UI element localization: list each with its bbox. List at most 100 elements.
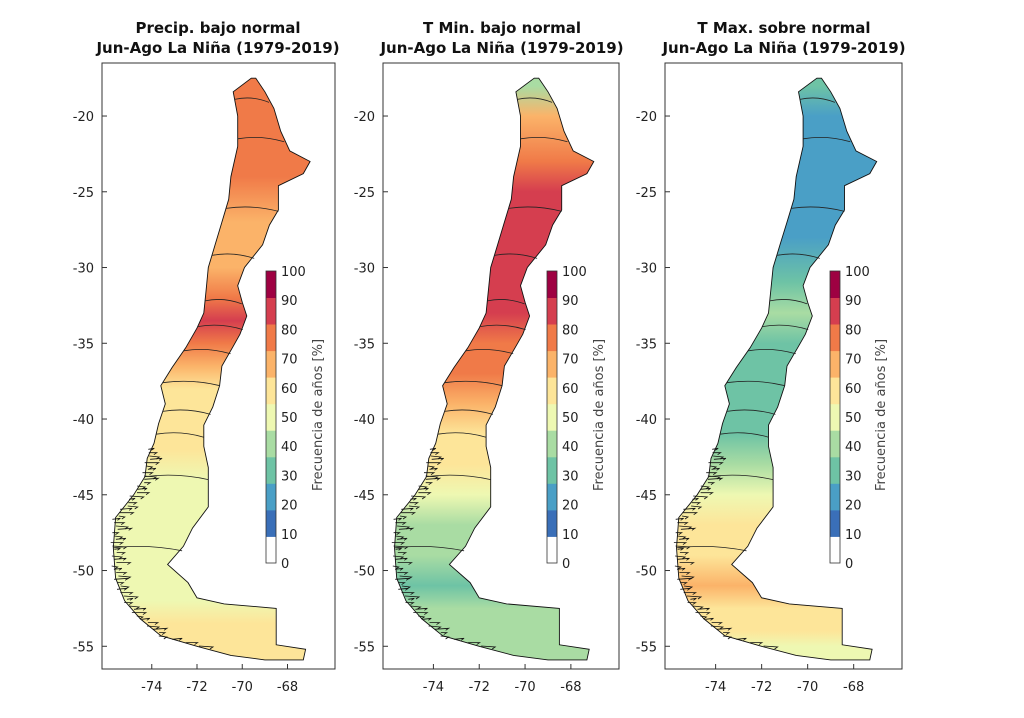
coastline-fjord [679, 572, 691, 575]
coastline-fjord [467, 642, 482, 645]
colorbar-frame [265, 270, 277, 564]
colorbar-tick-label: 40 [845, 440, 862, 455]
colorbar-swatch [547, 509, 557, 537]
colorbar-swatch [547, 377, 557, 405]
lat-tick-label: -25 [354, 186, 375, 201]
map-tmin: -20 -25 -30 -35 -40 -45 -50 -55 -74 -72 -70 -68 [354, 77, 595, 695]
colorbar-tick-label: 100 [562, 265, 587, 280]
coastline-fjord [763, 645, 779, 650]
coastline-fjord [144, 477, 160, 481]
colorbar-tick-label: 20 [281, 499, 298, 514]
coastline-fjord [427, 465, 435, 470]
coastline-fjord [398, 582, 406, 585]
lat-tick-label: -30 [636, 262, 657, 277]
region-boundary [162, 380, 221, 387]
coastline-fjord [119, 512, 135, 516]
panel-title-line1: T Max. sobre normal [697, 19, 870, 37]
colorbar-swatch [830, 350, 840, 378]
colorbar-swatch [830, 324, 840, 352]
coastline-fjord [112, 545, 128, 550]
lat-tick-label: -25 [73, 186, 94, 201]
coastline-fjord [680, 587, 691, 591]
coastline-fjord [710, 465, 718, 470]
coastline-fjord [141, 617, 151, 621]
colorbar-swatch [266, 509, 276, 537]
lat-tick-label: -35 [73, 337, 94, 352]
coastline-fjord [146, 465, 154, 470]
colorbar-tick-label: 100 [845, 265, 870, 280]
colorbar-swatch [547, 483, 557, 511]
colorbar-swatch [266, 350, 276, 378]
colorbar-tick-label: 20 [562, 499, 579, 514]
coastline-fjord [700, 487, 711, 491]
region-boundary [803, 136, 851, 143]
coastline-fjord [429, 467, 438, 471]
panel-title-line2: Jun-Ago La Niña (1979-2019) [95, 39, 339, 57]
coastline-fjord [711, 622, 723, 625]
coastline-fjord [408, 505, 421, 510]
coastline-fjord [692, 605, 704, 610]
coastline-fjord [116, 587, 128, 591]
coastline-fjord [146, 625, 161, 630]
region-boundary [426, 474, 491, 480]
coastline-fjord [131, 612, 148, 615]
lon-tick-label: -70 [514, 680, 535, 695]
colorbar-swatch [547, 324, 557, 352]
panel-title-line2: Jun-Ago La Niña (1979-2019) [661, 39, 905, 57]
lon-tick-label: -68 [277, 680, 298, 695]
coastline-fjord [391, 542, 406, 545]
coastline-fjord [111, 565, 119, 570]
lat-tick-label: -45 [73, 489, 94, 504]
colorbar-tick-label: 30 [562, 469, 579, 484]
region-boundary [211, 253, 255, 259]
coastline-fjord [697, 607, 710, 611]
colorbar-swatch [830, 297, 840, 325]
colorbar-swatch [547, 403, 557, 431]
colorbar-swatch [830, 456, 840, 484]
coastline-fjord [399, 515, 408, 520]
coastline-fjord [679, 562, 695, 565]
coastline-fjord [397, 572, 409, 575]
colorbar-tick-label: 0 [281, 557, 289, 572]
coastline-fjord [114, 522, 126, 526]
colorbar-tick-label: 80 [845, 323, 862, 338]
map-precip: -20 -25 -30 -35 -40 -45 -50 -55 -74 -72 -70 -68 [73, 77, 311, 695]
lat-tick-label: -20 [73, 110, 94, 125]
coastline-fjord [137, 492, 151, 496]
coastline-fjord [481, 645, 497, 650]
coastline-fjord [716, 627, 733, 631]
coastline-fjord [680, 582, 688, 585]
coastline-fjord [736, 637, 747, 641]
coastline-fjord [429, 622, 441, 625]
region-boundary [520, 136, 568, 143]
panel-tmax: T Max. sobre normal Jun-Ago La Niña (197… [636, 19, 906, 695]
coastline-fjord [118, 515, 126, 520]
region-boundary [444, 409, 494, 415]
coastline-fjord [400, 512, 417, 516]
colorbar-tick-label: 60 [281, 382, 298, 397]
coastline-fjord [393, 517, 402, 521]
lat-tick-label: -40 [354, 413, 375, 428]
region-boundary [517, 97, 553, 103]
coastline-fjord [431, 457, 444, 461]
map-tmax: -20 -25 -30 -35 -40 -45 -50 -55 -74 -72 -70 -68 [636, 77, 878, 695]
colorbar-tick-label: 100 [281, 265, 306, 280]
coastline-fjord [675, 532, 684, 536]
lon-tick-label: -72 [751, 680, 772, 695]
coastline-fjord [440, 632, 449, 635]
colorbar-swatch [547, 350, 557, 378]
country-shape [394, 77, 595, 661]
coastline-fjord [708, 462, 724, 466]
coastline-fjord [712, 452, 722, 456]
colorbar-swatch [830, 430, 840, 458]
region-boundary [494, 253, 538, 259]
colorbar-tick-label: 20 [845, 499, 862, 514]
coastline-fjord [120, 507, 133, 511]
colorbar-tick-label: 80 [281, 323, 298, 338]
coastline-fjord [683, 507, 696, 511]
country-shape [112, 77, 311, 661]
coastline-fjord [410, 605, 422, 610]
coastline-fjord [711, 467, 720, 471]
colorbar-tick-label: 70 [281, 353, 298, 368]
region-boundary [676, 545, 747, 552]
